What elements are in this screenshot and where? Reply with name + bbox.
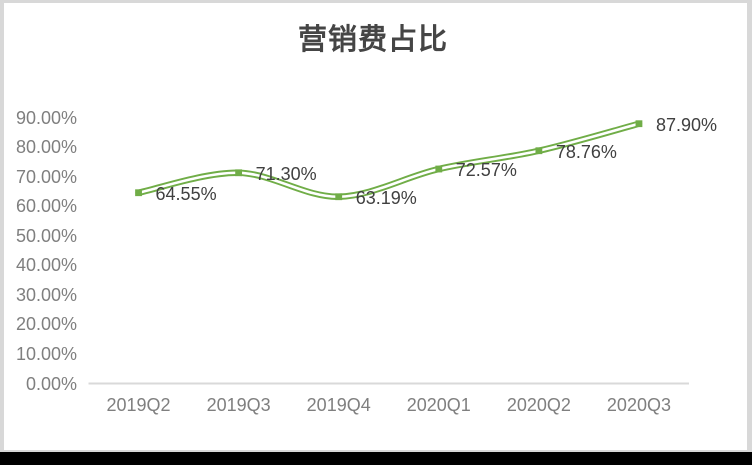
frame-border-right — [747, 0, 752, 450]
y-axis-tick-label: 10.00% — [15, 343, 77, 364]
y-axis-tick-label: 70.00% — [15, 166, 77, 187]
y-axis-tick-label: 60.00% — [15, 196, 77, 217]
bottom-black-bar — [0, 452, 752, 465]
data-point-label: 63.19% — [355, 187, 417, 208]
series-line-inner — [137, 122, 641, 199]
frame-border-left — [0, 0, 4, 450]
y-axis-tick-label: 50.00% — [15, 225, 77, 246]
frame-border-bottom — [0, 450, 752, 452]
data-point-label: 71.30% — [255, 163, 317, 184]
y-axis-tick-label: 30.00% — [15, 284, 77, 305]
y-axis-tick-label: 40.00% — [15, 255, 77, 276]
x-axis-category-label: 2019Q2 — [106, 395, 171, 415]
chart-title: 营销费占比 — [297, 24, 448, 56]
x-axis-category-label: 2019Q4 — [306, 395, 371, 415]
x-axis-category-label: 2020Q3 — [606, 395, 671, 415]
data-point-marker — [435, 165, 443, 173]
data-point-marker — [635, 120, 643, 128]
data-point-marker — [235, 169, 243, 177]
frame-border-top — [0, 0, 752, 3]
data-point-label: 87.90% — [655, 114, 718, 135]
data-point-label: 78.76% — [555, 141, 617, 162]
data-point-marker — [535, 147, 543, 155]
x-axis-category-label: 2020Q1 — [406, 395, 471, 415]
data-point-label: 64.55% — [155, 183, 217, 204]
y-axis-tick-label: 20.00% — [15, 314, 77, 335]
data-point-label: 72.57% — [455, 160, 517, 180]
y-axis-tick-label: 0.00% — [25, 373, 77, 394]
y-axis-tick-label: 90.00% — [15, 107, 77, 128]
data-point-marker — [335, 193, 343, 201]
x-axis-category-label: 2019Q3 — [206, 395, 271, 415]
y-axis-tick-label: 80.00% — [15, 137, 77, 158]
data-point-marker — [135, 189, 142, 197]
x-axis-category-label: 2020Q2 — [506, 395, 571, 415]
